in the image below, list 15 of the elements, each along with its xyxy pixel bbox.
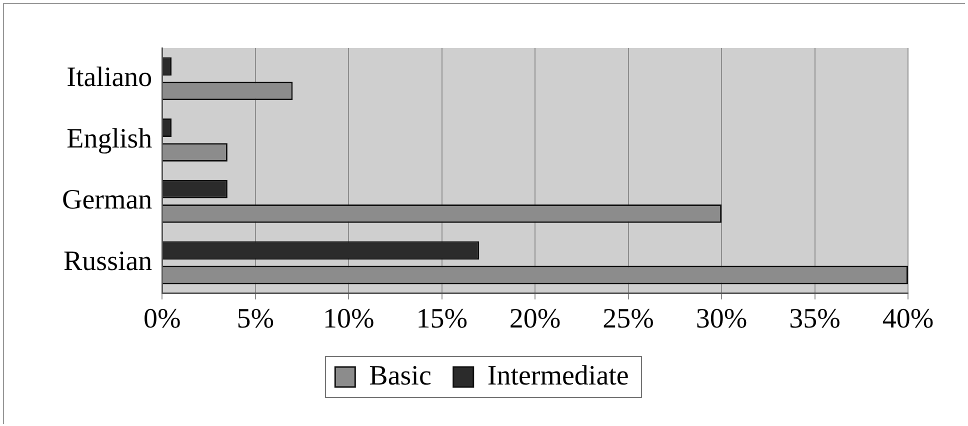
y-tick-label: Russian bbox=[63, 246, 152, 278]
x-tick-label: 25% bbox=[602, 304, 654, 335]
y-tick-label: English bbox=[66, 123, 152, 154]
x-tick-label: 5% bbox=[236, 304, 274, 335]
y-tick-label: German bbox=[62, 184, 152, 216]
x-tick-label: 15% bbox=[416, 304, 468, 335]
x-tick-label: 30% bbox=[696, 304, 748, 335]
legend-label: Intermediate bbox=[487, 360, 629, 392]
x-tick-label: 35% bbox=[789, 304, 840, 335]
x-tick-label: 20% bbox=[509, 304, 561, 335]
y-tick-label: Italiano bbox=[66, 62, 152, 94]
x-tick-label: 0% bbox=[144, 304, 181, 335]
x-tick-label: 40% bbox=[882, 304, 934, 335]
legend-label: Basic bbox=[369, 360, 432, 392]
x-tick-label: 10% bbox=[322, 304, 374, 335]
